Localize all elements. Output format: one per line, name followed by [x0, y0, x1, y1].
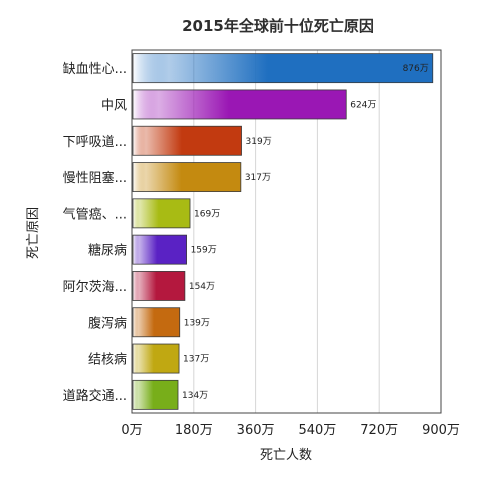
data-label: 134万 [182, 391, 208, 401]
category-label: 糖尿病 [88, 243, 127, 259]
x-axis-title: 死亡人数 [260, 448, 312, 463]
bar [132, 271, 186, 301]
data-labels: 876万 624万 319万 317万 169万 159万 154万 139万 137万 134万 [182, 64, 429, 401]
bar [132, 53, 434, 84]
category-label: 慢性阻塞... [63, 170, 127, 186]
data-label: 169万 [194, 209, 220, 219]
data-label: 159万 [191, 246, 217, 256]
category-label: 结核病 [88, 353, 127, 368]
bar [132, 198, 191, 229]
data-label: 624万 [350, 100, 376, 110]
x-tick-label: 720万 [360, 423, 398, 438]
category-label: 气管癌、... [63, 206, 127, 222]
data-label: 154万 [189, 282, 215, 292]
y-axis-title: 死亡原因 [26, 207, 41, 259]
data-label: 319万 [246, 137, 272, 147]
plot-border [131, 49, 442, 414]
category-label: 阿尔茨海... [63, 280, 127, 295]
bars [132, 53, 434, 410]
bar [132, 234, 187, 265]
bar [132, 379, 179, 410]
bar [132, 343, 180, 374]
category-label: 下呼吸道... [63, 135, 127, 150]
bar [132, 307, 181, 338]
x-tick-label: 180万 [175, 423, 213, 438]
bar [132, 162, 242, 192]
x-tick-label: 900万 [422, 423, 460, 438]
x-tick-label: 360万 [237, 423, 275, 438]
x-tick-labels: 0万 180万 360万 540万 720万 900万 [121, 423, 460, 438]
category-label: 腹泻病 [88, 315, 127, 331]
x-tick-label: 0万 [121, 423, 142, 438]
category-label: 缺血性心... [63, 62, 127, 77]
chart-title: 2015年全球前十位死亡原因 [182, 17, 374, 35]
bar [132, 89, 347, 120]
data-label: 139万 [184, 318, 210, 328]
category-label: 道路交通... [63, 388, 127, 404]
data-label: 317万 [245, 173, 271, 183]
data-label: 137万 [183, 355, 209, 365]
category-label: 中风 [101, 98, 127, 113]
bar [132, 125, 242, 156]
x-tick-label: 540万 [298, 423, 336, 438]
data-label: 876万 [403, 64, 429, 74]
